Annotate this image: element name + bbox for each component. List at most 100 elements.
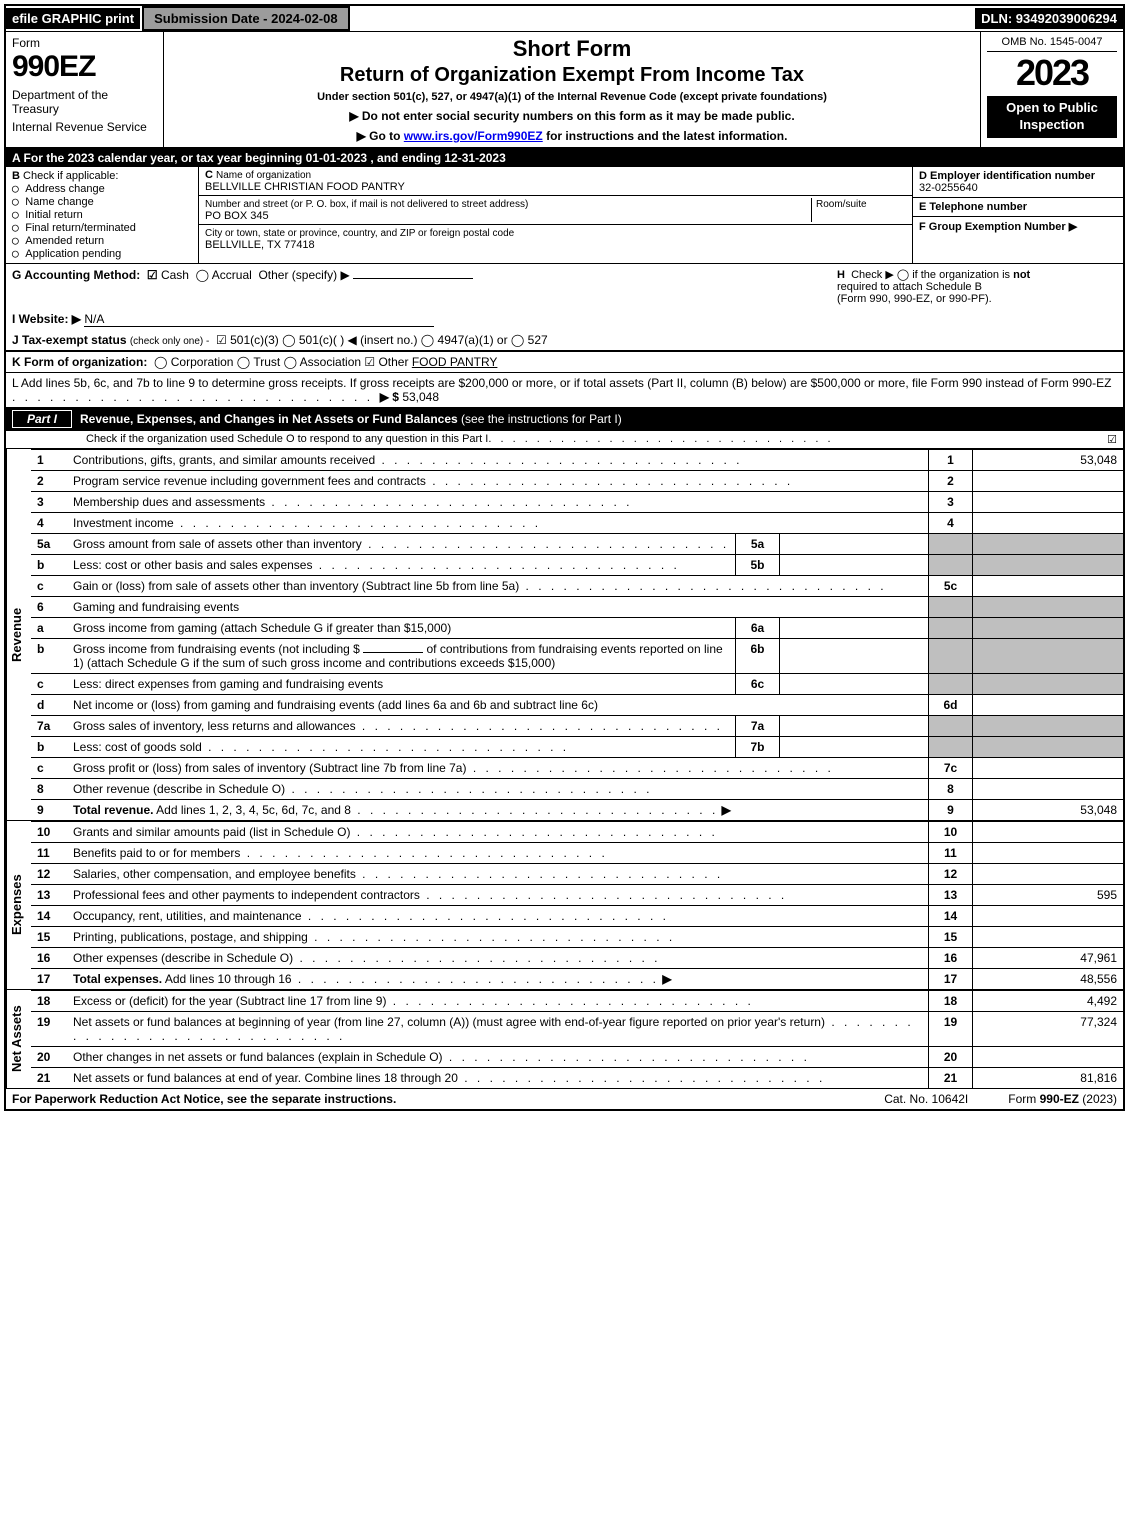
line-9: 9 Total revenue. Add lines 1, 2, 3, 4, 5… — [31, 800, 1123, 821]
line-5b: b Less: cost or other basis and sales ex… — [31, 555, 1123, 576]
chk-final-return[interactable]: ◯ — [12, 221, 25, 234]
l1-val: 53,048 — [973, 450, 1124, 471]
box-d: D Employer identification number 32-0255… — [913, 167, 1123, 198]
line-6c: c Less: direct expenses from gaming and … — [31, 674, 1123, 695]
l3-num: 3 — [31, 492, 69, 513]
l5b-desc: Less: cost or other basis and sales expe… — [73, 558, 312, 572]
l4-numcol: 4 — [929, 513, 973, 534]
i-label: I Website: ▶ — [12, 312, 81, 326]
instruction-ssn: ▶ Do not enter social security numbers o… — [172, 109, 972, 123]
l9-desc2: Add lines 1, 2, 3, 4, 5c, 6d, 7c, and 8 — [156, 803, 351, 817]
l6-num: 6 — [31, 597, 69, 618]
l11-desc: Benefits paid to or for members — [73, 846, 240, 860]
dept-irs: Internal Revenue Service — [12, 120, 157, 134]
l6a-num: a — [31, 618, 69, 639]
l8-val — [973, 779, 1124, 800]
city-row: City or town, state or province, country… — [199, 225, 912, 253]
row-j: J Tax-exempt status (check only one) - ☑… — [6, 330, 1123, 350]
chk-initial-return[interactable]: ◯ — [12, 208, 25, 221]
chk-amended-return[interactable]: ◯ — [12, 234, 25, 247]
submission-date: Submission Date - 2024-02-08 — [142, 6, 350, 31]
l19-desc: Net assets or fund balances at beginning… — [73, 1015, 825, 1029]
l13-numcol: 13 — [929, 885, 973, 906]
l6a-valshaded — [973, 618, 1124, 639]
part1-check-mark[interactable]: ☑ — [1107, 433, 1117, 446]
line-17: 17 Total expenses. Add lines 10 through … — [31, 969, 1123, 990]
l5c-val — [973, 576, 1124, 597]
line-10: 10 Grants and similar amounts paid (list… — [31, 822, 1123, 843]
chk-cash[interactable]: ☑ — [147, 268, 161, 282]
room-label: Room/suite — [816, 199, 867, 210]
l9-num: 9 — [31, 800, 69, 821]
l10-val — [973, 822, 1124, 843]
footer-right: Form 990-EZ (2023) — [1008, 1092, 1117, 1106]
l6c-valshaded — [973, 674, 1124, 695]
l7b-subval — [780, 737, 929, 758]
l12-numcol: 12 — [929, 864, 973, 885]
main-title: Return of Organization Exempt From Incom… — [172, 64, 972, 87]
line-4: 4 Investment income 4 — [31, 513, 1123, 534]
footer-mid: Cat. No. 10642I — [884, 1092, 968, 1106]
l17-desc: Total expenses. — [73, 972, 162, 986]
org-name-row: C Name of organization BELLVILLE CHRISTI… — [199, 167, 912, 196]
box-def: D Employer identification number 32-0255… — [912, 167, 1123, 263]
lbl-cash: Cash — [161, 268, 189, 282]
h-text1: Check ▶ ◯ if the organization is — [851, 269, 1010, 281]
footer-left: For Paperwork Reduction Act Notice, see … — [12, 1092, 396, 1106]
chk-address-change[interactable]: ◯ — [12, 182, 25, 195]
h-label: H — [837, 269, 845, 281]
l5c-numcol: 5c — [929, 576, 973, 597]
l6b-valshaded — [973, 639, 1124, 674]
l13-val: 595 — [973, 885, 1124, 906]
l6d-desc: Net income or (loss) from gaming and fun… — [73, 698, 598, 712]
revenue-table: 1 Contributions, gifts, grants, and simi… — [31, 449, 1123, 820]
revenue-section: Revenue 1 Contributions, gifts, grants, … — [6, 448, 1123, 820]
l-arrow: ▶ $ — [380, 390, 399, 404]
irs-link[interactable]: www.irs.gov/Form990EZ — [404, 129, 543, 143]
expenses-section: Expenses 10 Grants and similar amounts p… — [6, 820, 1123, 989]
line-1: 1 Contributions, gifts, grants, and simi… — [31, 450, 1123, 471]
l7b-num: b — [31, 737, 69, 758]
l6d-numcol: 6d — [929, 695, 973, 716]
subtitle: Under section 501(c), 527, or 4947(a)(1)… — [172, 91, 972, 103]
l-dots — [12, 390, 373, 404]
org-name: BELLVILLE CHRISTIAN FOOD PANTRY — [205, 181, 405, 193]
l7a-valshaded — [973, 716, 1124, 737]
line-7c: c Gross profit or (loss) from sales of i… — [31, 758, 1123, 779]
l5a-num: 5a — [31, 534, 69, 555]
form-label: Form — [12, 36, 157, 50]
l9-numcol: 9 — [929, 800, 973, 821]
l14-desc: Occupancy, rent, utilities, and maintena… — [73, 909, 302, 923]
l7c-num: c — [31, 758, 69, 779]
website-value: N/A — [84, 312, 434, 327]
l7a-num: 7a — [31, 716, 69, 737]
l11-numcol: 11 — [929, 843, 973, 864]
chk-application-pending[interactable]: ◯ — [12, 247, 25, 260]
l2-num: 2 — [31, 471, 69, 492]
g-label: G Accounting Method: — [12, 268, 140, 282]
l3-numcol: 3 — [929, 492, 973, 513]
l9-val: 53,048 — [973, 800, 1124, 821]
chk-accrual[interactable]: ◯ — [196, 268, 212, 282]
l17-val: 48,556 — [973, 969, 1124, 990]
l7b-valshaded — [973, 737, 1124, 758]
j-label: J Tax-exempt status — [12, 333, 127, 347]
l21-numcol: 21 — [929, 1068, 973, 1089]
line-18: 18 Excess or (deficit) for the year (Sub… — [31, 991, 1123, 1012]
l21-num: 21 — [31, 1068, 69, 1089]
l6-valshaded — [973, 597, 1124, 618]
l17-numcol: 17 — [929, 969, 973, 990]
instr2-pre: ▶ Go to — [357, 129, 404, 143]
line-6a: a Gross income from gaming (attach Sched… — [31, 618, 1123, 639]
l7a-sub: 7a — [736, 716, 780, 737]
chk-name-change[interactable]: ◯ — [12, 195, 25, 208]
k-other-value: FOOD PANTRY — [412, 355, 498, 369]
l7b-desc: Less: cost of goods sold — [73, 740, 202, 754]
row-k: K Form of organization: ◯ Corporation ◯ … — [6, 350, 1123, 372]
l12-num: 12 — [31, 864, 69, 885]
l17-num: 17 — [31, 969, 69, 990]
l20-num: 20 — [31, 1047, 69, 1068]
tax-year: 2023 — [987, 52, 1117, 94]
l14-num: 14 — [31, 906, 69, 927]
l6b-sub: 6b — [736, 639, 780, 674]
